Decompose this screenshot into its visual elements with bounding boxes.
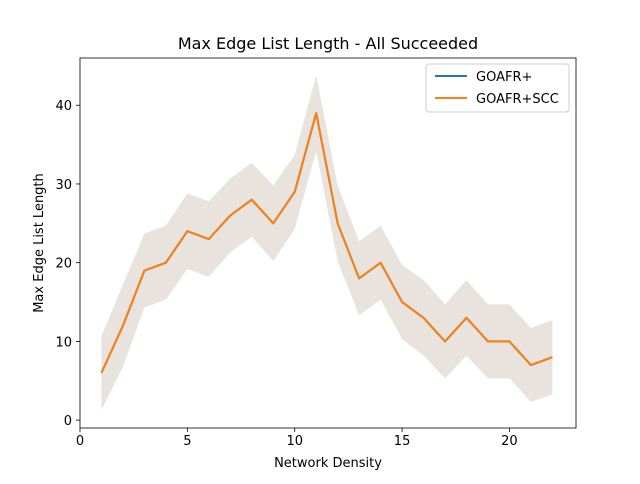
x-axis-ticks: 0 5 10 15 20 — [76, 428, 518, 449]
x-tick-label: 10 — [286, 434, 303, 449]
legend-label-goafr-scc: GOAFR+SCC — [476, 92, 559, 107]
x-tick-label: 15 — [394, 434, 411, 449]
x-tick-label: 0 — [76, 434, 84, 449]
chart-title: Max Edge List Length - All Succeeded — [178, 34, 478, 53]
y-tick-label: 40 — [55, 99, 72, 114]
series-line-1 — [100, 112, 553, 374]
confidence-band — [101, 75, 553, 410]
x-tick-label: 5 — [183, 434, 191, 449]
legend-label-goafr: GOAFR+ — [476, 70, 532, 85]
x-axis-label: Network Density — [274, 456, 382, 471]
legend: GOAFR+ GOAFR+SCC — [425, 63, 570, 113]
x-tick-label: 20 — [501, 434, 518, 449]
y-tick-label: 10 — [55, 335, 72, 350]
series-layer — [100, 112, 553, 374]
confidence-band-layer — [101, 75, 553, 410]
y-axis-ticks: 0 10 20 30 40 — [55, 99, 80, 429]
y-tick-label: 30 — [55, 178, 72, 193]
y-axis-label: Max Edge List Length — [32, 173, 47, 313]
plot-frame — [79, 57, 577, 429]
y-tick-label: 0 — [64, 414, 72, 429]
y-tick-label: 20 — [55, 257, 72, 272]
